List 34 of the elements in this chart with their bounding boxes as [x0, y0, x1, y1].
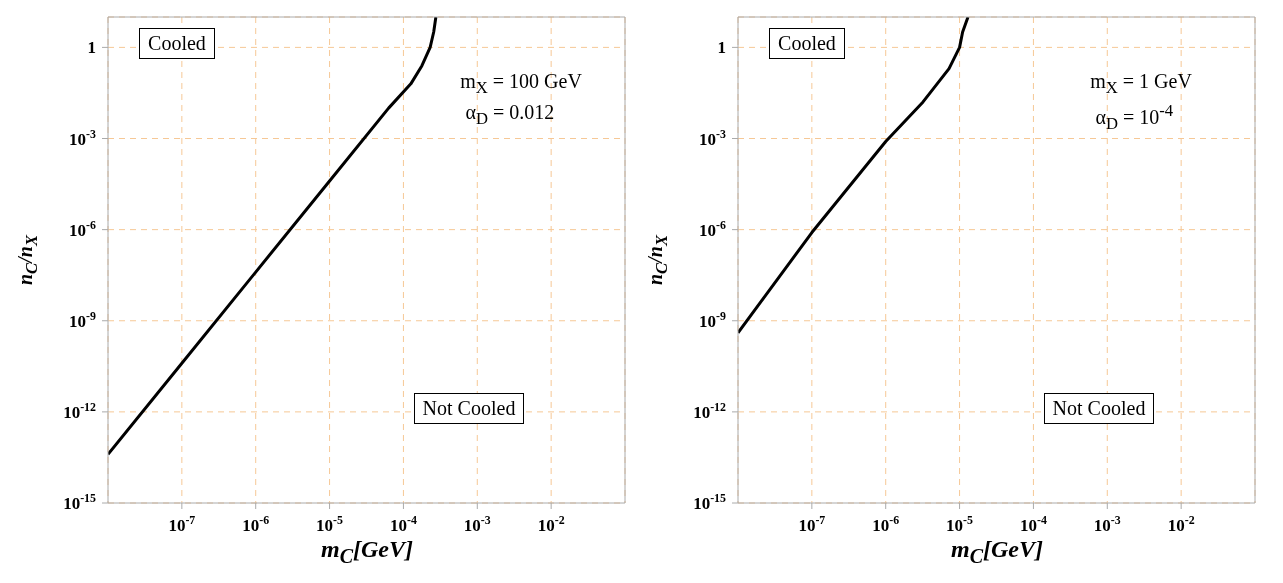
y-tick-label: 10$^{-3}$ [69, 126, 97, 149]
x-tick-label: 10$^{-7}$ [168, 513, 196, 535]
annotation: Cooled [139, 28, 215, 60]
x-tick-label: 10$^{-6}$ [242, 513, 270, 535]
x-tick-label: 10$^{-2}$ [1167, 513, 1195, 535]
y-tick-label: 1 [717, 38, 726, 58]
y-tick-label: 1 [87, 38, 96, 58]
x-tick-label: 10$^{-6}$ [872, 513, 900, 535]
y-tick-label: 10$^{-15}$ [693, 491, 727, 513]
annotation: α$_{D}$ = 0.012 [465, 101, 555, 130]
x-tick-label: 10$^{-5}$ [946, 513, 974, 535]
annotation: Not Cooled [1043, 393, 1155, 425]
x-tick-label: 10$^{-5}$ [316, 513, 344, 535]
y-tick-label: 10$^{-6}$ [699, 217, 727, 240]
x-tick-label: 10$^{-7}$ [798, 513, 826, 535]
y-tick-label: 10$^{-9}$ [69, 308, 97, 331]
annotation: Not Cooled [413, 393, 525, 425]
x-tick-label: 10$^{-3}$ [1093, 513, 1121, 535]
y-tick-label: 10$^{-12}$ [693, 399, 727, 422]
annotation: m$_{X}$ = 1 GeV [1090, 69, 1192, 98]
x-tick-label: 10$^{-4}$ [1019, 513, 1047, 535]
annotation: Cooled [769, 28, 845, 60]
y-tick-label: 10$^{-6}$ [69, 217, 97, 240]
y-tick-label: 10$^{-15}$ [63, 491, 97, 513]
x-tick-label: 10$^{-4}$ [389, 513, 417, 535]
x-axis-title: m$_{C}$[GeV] [321, 536, 413, 567]
x-tick-label: 10$^{-2}$ [537, 513, 565, 535]
x-tick-label: 10$^{-3}$ [463, 513, 491, 535]
y-tick-label: 10$^{-3}$ [699, 126, 727, 149]
y-tick-label: 10$^{-9}$ [699, 308, 727, 331]
x-axis-title: m$_{C}$[GeV] [951, 536, 1043, 567]
y-tick-label: 10$^{-12}$ [63, 399, 97, 422]
annotation: m$_{X}$ = 100 GeV [460, 69, 582, 98]
annotation: α$_{D}$ = 10$^{-4}$ [1095, 101, 1174, 134]
